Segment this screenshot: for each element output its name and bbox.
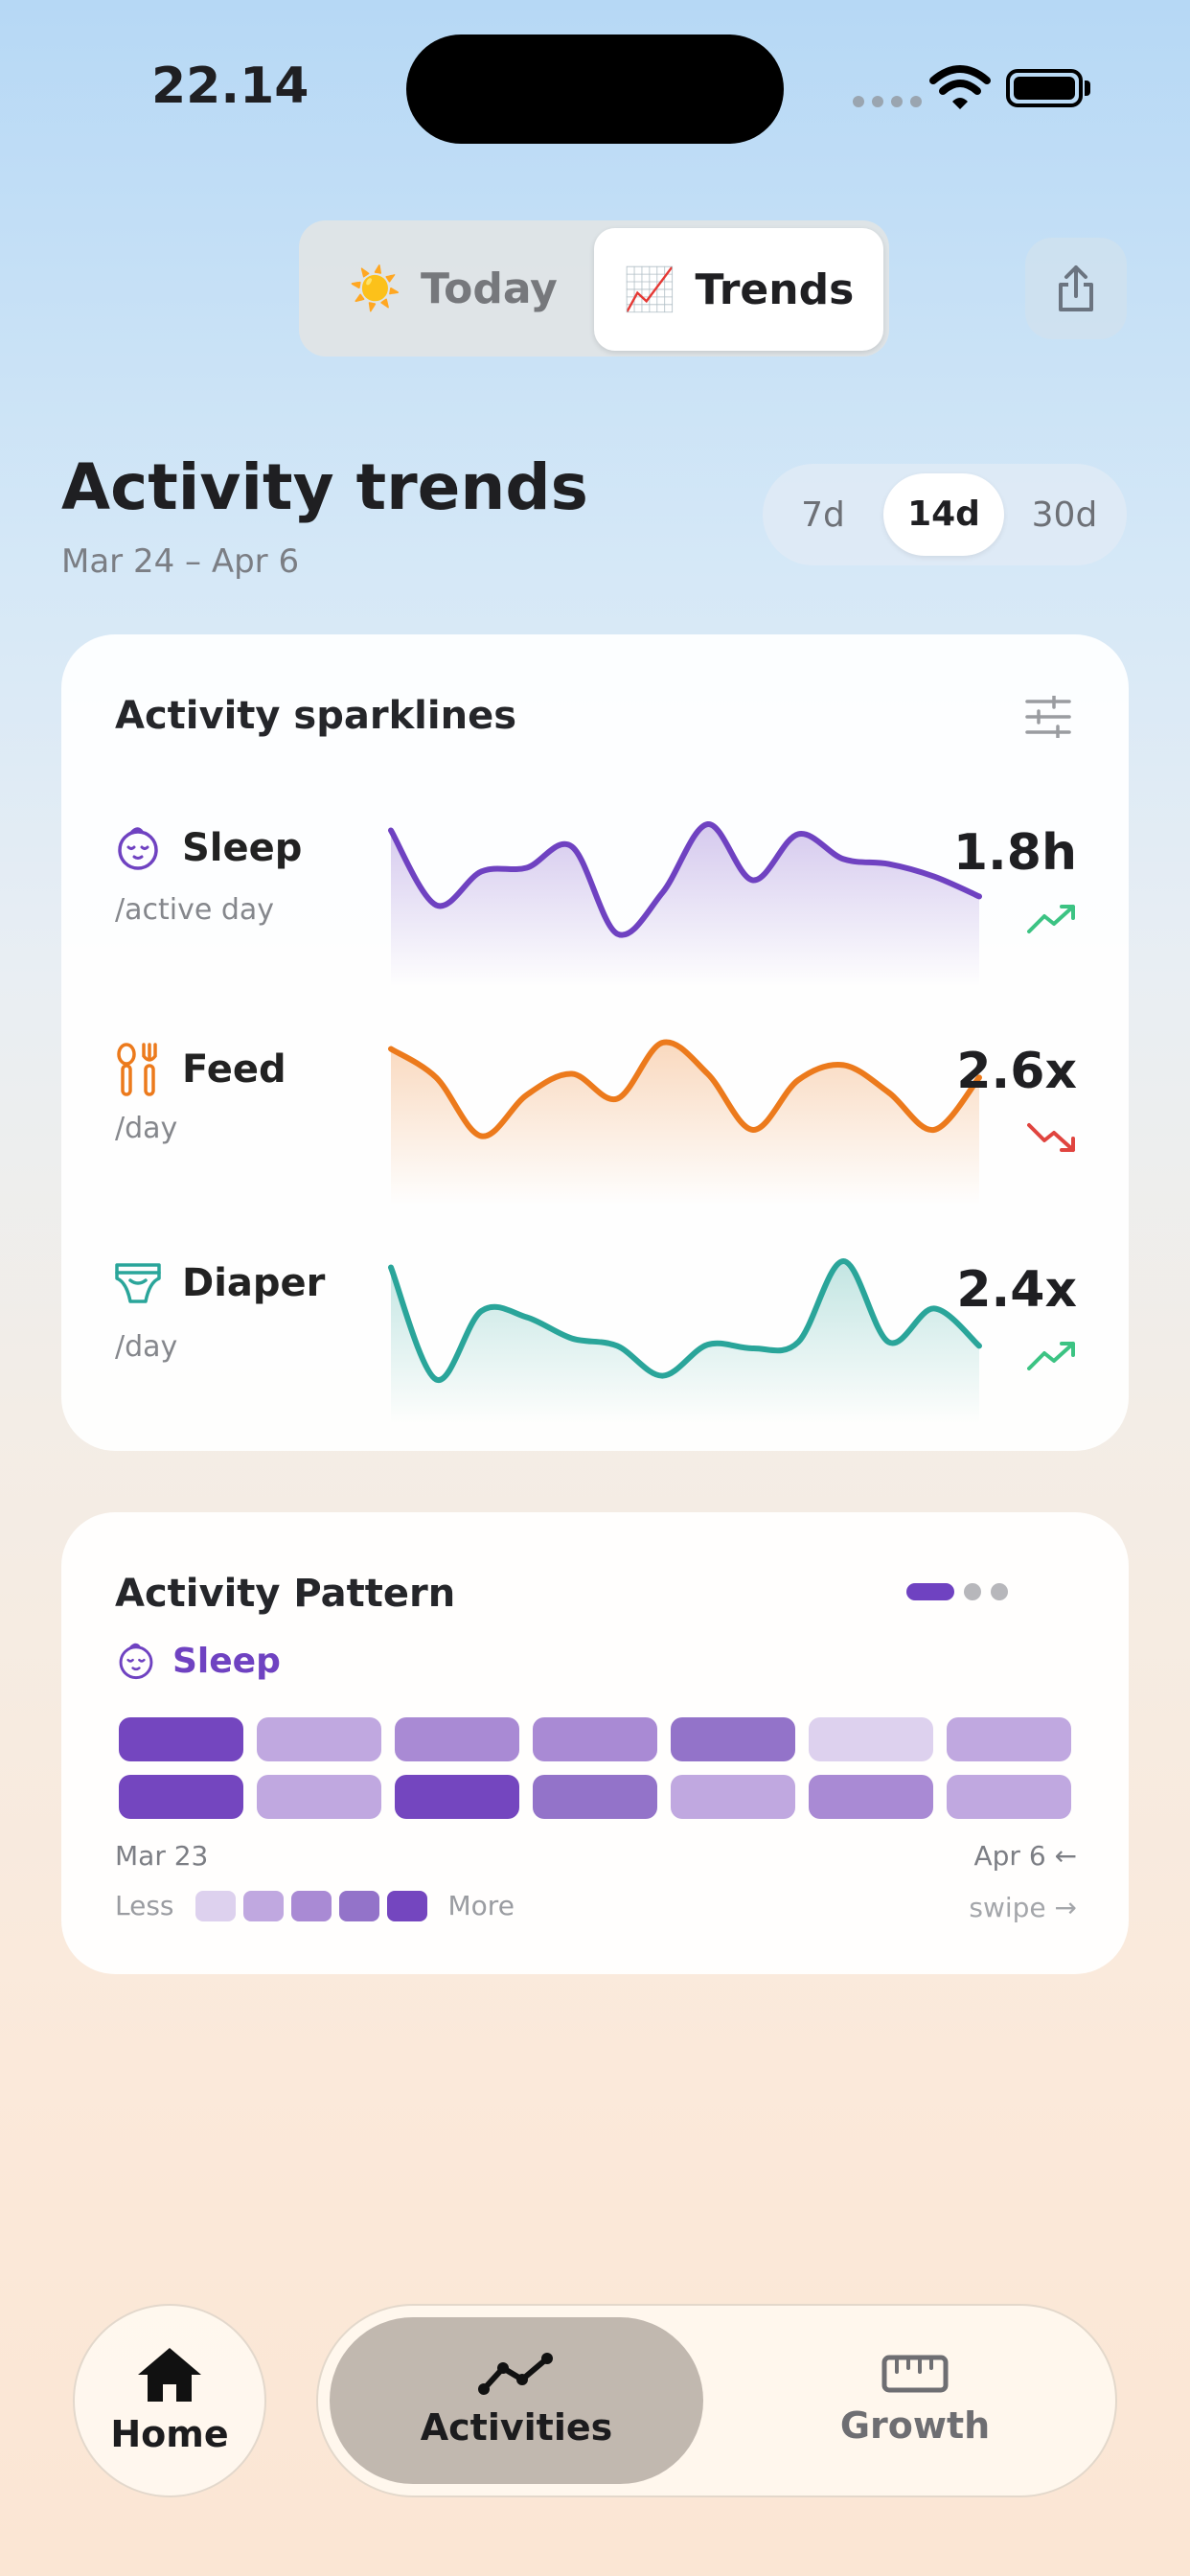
- sleep-name: Sleep: [182, 826, 303, 870]
- page-dot: [991, 1583, 1008, 1600]
- spoon-fork-icon: [117, 1043, 157, 1096]
- legend-swatch: [386, 1890, 427, 1921]
- swipe-hint: swipe →: [969, 1892, 1077, 1923]
- nav-home-label: Home: [110, 2413, 229, 2455]
- sparklines-title: Activity sparklines: [115, 694, 517, 738]
- share-button[interactable]: [1025, 238, 1127, 339]
- heatmap-cell[interactable]: [809, 1717, 933, 1761]
- trend-up-icon: [1027, 1342, 1075, 1370]
- battery-nub: [1085, 80, 1090, 96]
- heatmap-cell[interactable]: [671, 1775, 795, 1819]
- heatmap-cell[interactable]: [119, 1717, 243, 1761]
- diaper-name: Diaper: [182, 1261, 326, 1305]
- date-range: Mar 24 – Apr 6: [61, 542, 300, 581]
- diaper-unit: /day: [115, 1330, 178, 1364]
- sleep-sparkline: [388, 821, 982, 987]
- feed-sparkline: [388, 1039, 982, 1206]
- tab-trends-label: Trends: [695, 264, 855, 314]
- dynamic-island: [406, 34, 784, 144]
- heatmap-cell[interactable]: [533, 1717, 657, 1761]
- sparkline-line: [388, 821, 982, 938]
- baby-face-icon: [119, 1643, 153, 1680]
- sleep-value: 1.8h: [952, 824, 1077, 882]
- sun-icon: ☀️: [349, 264, 401, 313]
- feed-unit: /day: [115, 1112, 178, 1145]
- sleep-label: Sleep: [113, 824, 302, 872]
- range-7d[interactable]: 7d: [801, 494, 845, 535]
- diaper-sparkline: [388, 1257, 982, 1424]
- pattern-activity-label: Sleep: [172, 1641, 281, 1681]
- heatmap-cell[interactable]: [257, 1775, 381, 1819]
- nav-home[interactable]: Home: [73, 2304, 266, 2497]
- sparkline-area: [391, 1042, 979, 1206]
- home-icon: [138, 2348, 201, 2402]
- sparkline-area: [391, 1261, 979, 1424]
- legend-swatch: [290, 1890, 332, 1921]
- signal-dots-icon: [853, 96, 922, 107]
- sparklines-card: Activity sparklines Sleep /active day 1.…: [61, 634, 1129, 1451]
- diaper-label: Diaper: [113, 1261, 325, 1305]
- sleep-unit: /active day: [115, 893, 275, 927]
- page-dot-active: [906, 1583, 954, 1600]
- sparkline-row-feed[interactable]: Feed /day 2.6x: [61, 1039, 1129, 1234]
- pattern-start-label: Mar 23: [115, 1840, 209, 1872]
- range-selector: 7d 14d 30d: [763, 464, 1127, 565]
- nav-growth-label: Growth: [839, 2404, 991, 2447]
- status-time: 22.14: [151, 58, 309, 115]
- share-icon: [1059, 265, 1093, 311]
- heatmap-cell[interactable]: [947, 1717, 1071, 1761]
- diaper-icon: [115, 1263, 161, 1303]
- filter-sliders-icon[interactable]: [1025, 696, 1071, 738]
- battery-icon: [1006, 69, 1083, 107]
- nav-growth[interactable]: Growth: [786, 2317, 1044, 2484]
- activity-line-icon: [478, 2353, 553, 2395]
- heatmap-cell[interactable]: [119, 1775, 243, 1819]
- tab-today-label: Today: [420, 264, 558, 313]
- page-dot: [964, 1583, 981, 1600]
- heatmap-cell[interactable]: [533, 1775, 657, 1819]
- sparkline-row-sleep[interactable]: Sleep /active day 1.8h: [61, 821, 1129, 1016]
- sparkline-area: [391, 823, 979, 987]
- feed-value: 2.6x: [956, 1043, 1077, 1100]
- tab-trends[interactable]: 📈 Trends: [594, 228, 883, 351]
- feed-name: Feed: [182, 1047, 286, 1092]
- legend-less: Less: [115, 1890, 174, 1921]
- nav-activities[interactable]: Activities: [330, 2317, 703, 2484]
- wifi-icon: [929, 65, 991, 109]
- sparkline-line: [388, 1257, 982, 1383]
- heatmap-row: [119, 1717, 1071, 1761]
- legend-swatch: [242, 1890, 284, 1921]
- diaper-value: 2.4x: [956, 1261, 1077, 1319]
- range-14d[interactable]: 14d: [883, 473, 1004, 556]
- heatmap-cell[interactable]: [947, 1775, 1071, 1819]
- pattern-title: Activity Pattern: [115, 1572, 456, 1616]
- heatmap-cell[interactable]: [395, 1775, 519, 1819]
- page-title: Activity trends: [61, 450, 588, 524]
- pattern-end-label: Apr 6 ←: [973, 1840, 1077, 1872]
- heatmap-cell[interactable]: [257, 1717, 381, 1761]
- trend-down-icon: [1027, 1123, 1075, 1152]
- page-indicator[interactable]: [906, 1583, 1008, 1600]
- ruler-icon: [881, 2355, 949, 2393]
- tab-today[interactable]: ☀️ Today: [316, 236, 590, 341]
- nav-activities-label: Activities: [420, 2406, 613, 2449]
- heatmap-cell[interactable]: [395, 1717, 519, 1761]
- heatmap-cell[interactable]: [809, 1775, 933, 1819]
- feed-label: Feed: [113, 1043, 286, 1096]
- sparkline-line: [388, 1039, 982, 1139]
- heatmap-cell[interactable]: [671, 1717, 795, 1761]
- pattern-activity[interactable]: Sleep: [115, 1641, 281, 1681]
- chart-up-icon: 📈: [623, 265, 676, 314]
- legend-swatch: [195, 1890, 236, 1921]
- range-30d[interactable]: 30d: [1031, 494, 1098, 535]
- legend-swatch: [338, 1890, 379, 1921]
- heatmap-row: [119, 1775, 1071, 1819]
- trend-up-icon: [1027, 905, 1075, 933]
- sparkline-row-diaper[interactable]: Diaper /day 2.4x: [61, 1257, 1129, 1453]
- baby-face-icon: [118, 827, 158, 870]
- legend-more: More: [447, 1890, 515, 1921]
- heatmap-legend: Less More: [115, 1890, 515, 1921]
